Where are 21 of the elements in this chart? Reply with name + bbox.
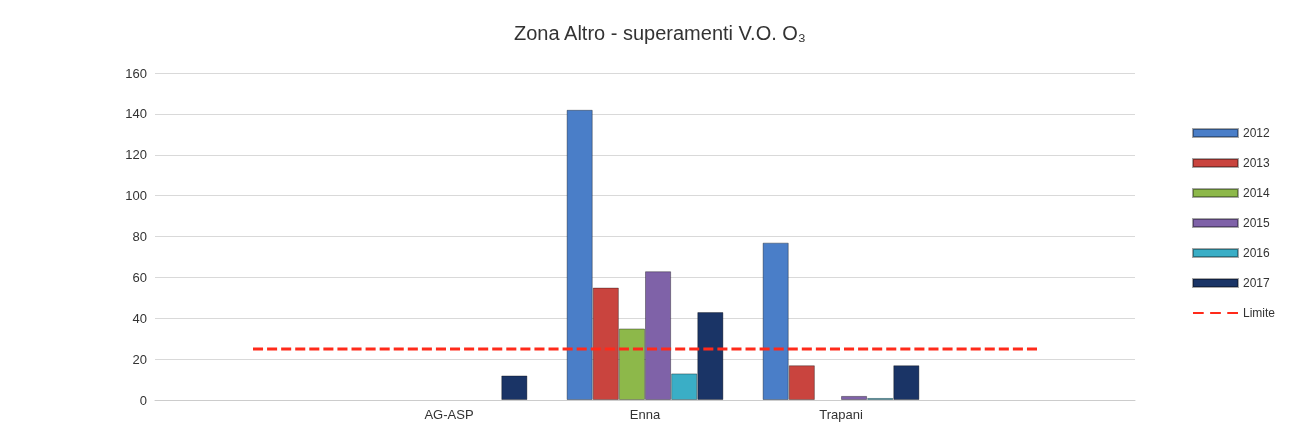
legend-label: 2012: [1242, 126, 1271, 140]
x-tick-label: Trapani: [819, 407, 863, 422]
y-tick-label: 140: [125, 106, 147, 122]
legend-label: 2016: [1242, 246, 1271, 260]
x-tick-label: AG-ASP: [424, 407, 474, 422]
legend-label: 2014: [1242, 186, 1271, 200]
legend-label: 2013: [1242, 156, 1271, 170]
y-tick-label: 20: [132, 351, 147, 367]
y-tick-label: 60: [132, 269, 147, 285]
bar: [501, 375, 528, 400]
legend-label: 2015: [1242, 216, 1271, 230]
legend-label: Limite: [1242, 306, 1276, 320]
x-tick-label: Enna: [629, 407, 661, 422]
y-tick-label: 80: [132, 229, 147, 244]
y-tick-label: 40: [132, 310, 147, 326]
y-tick-label: 120: [125, 147, 147, 163]
chart-title: Zona Altro - superamenti V.O. O₃: [514, 22, 806, 44]
y-tick-label: 160: [125, 65, 147, 81]
y-tick-label: 0: [139, 392, 147, 408]
legend-label: 2017: [1242, 276, 1271, 290]
y-tick-label: 100: [125, 188, 147, 204]
